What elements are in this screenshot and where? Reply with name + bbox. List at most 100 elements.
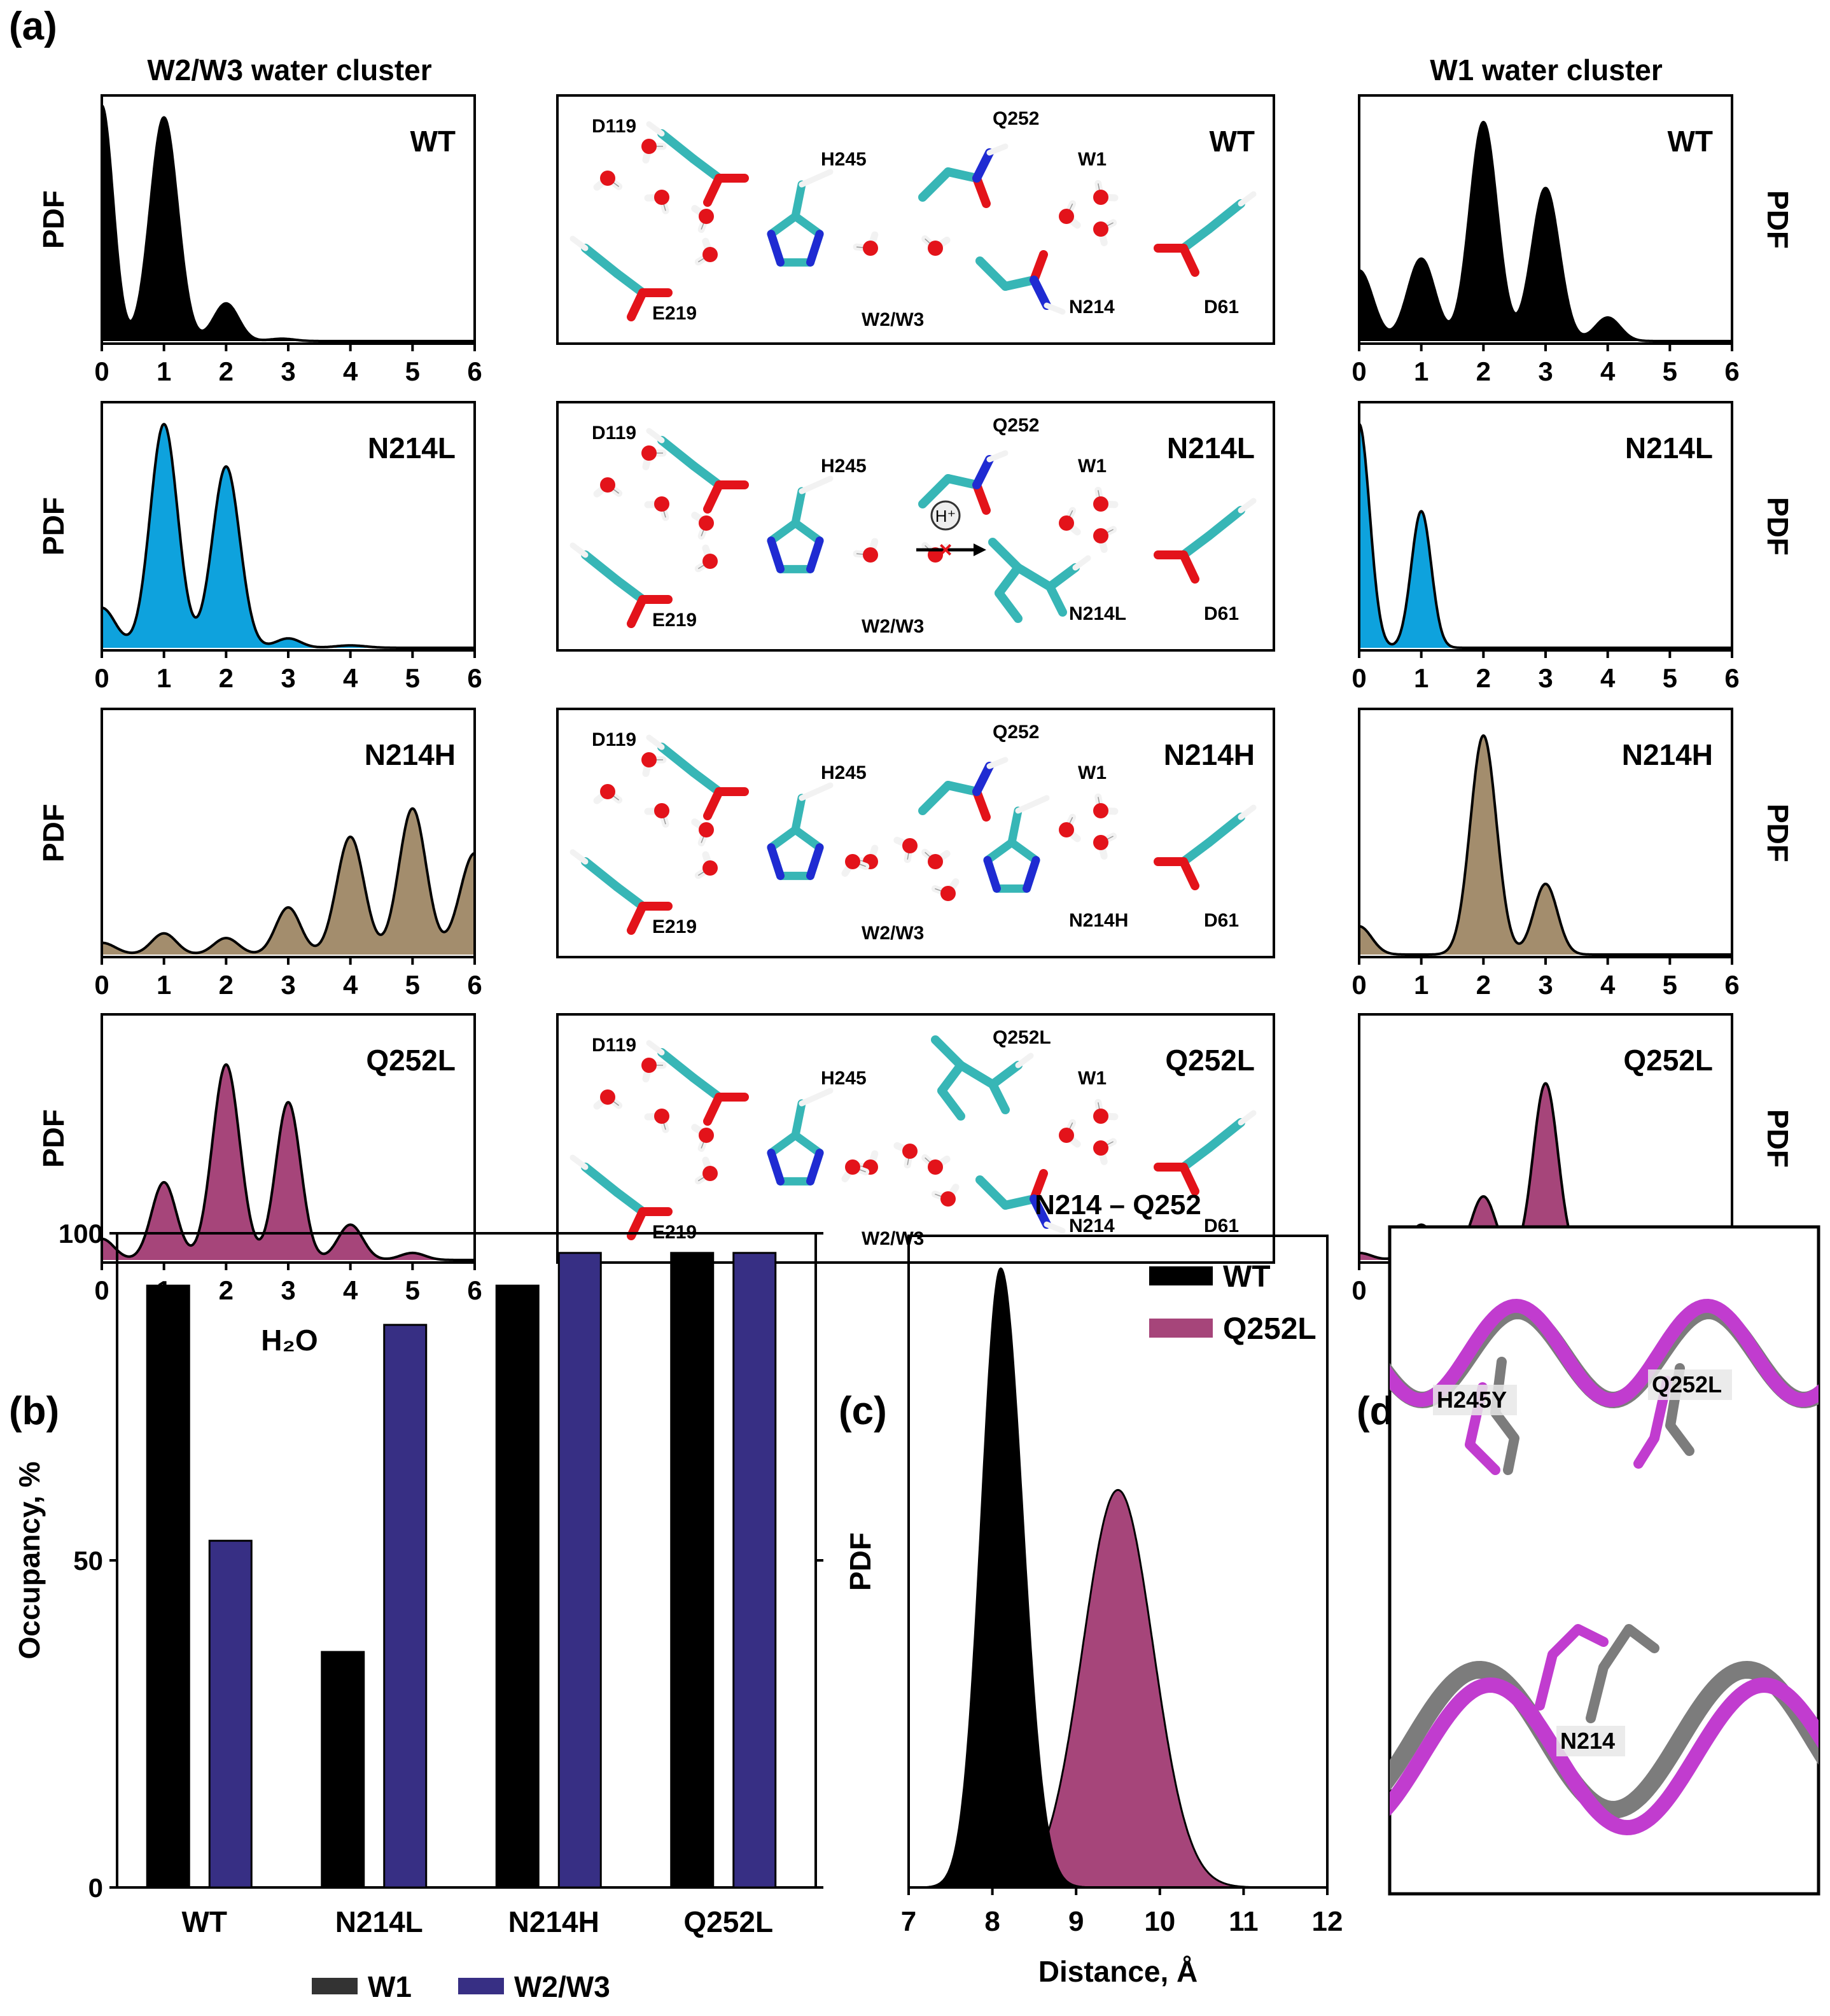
water-oxygen: [641, 139, 657, 154]
bond: [972, 148, 994, 183]
x-tick-label: 4: [343, 356, 358, 386]
x-tick-label: 3: [281, 356, 295, 386]
bond: [799, 169, 834, 188]
water-oxygen: [845, 1159, 860, 1175]
bond: [1030, 276, 1051, 310]
bond: [767, 230, 785, 267]
bond: [791, 1131, 824, 1158]
bond: [1007, 806, 1023, 847]
chart-title: N214 – Q252: [1035, 1189, 1201, 1221]
pdf-line-N214H: [1359, 734, 1732, 956]
label-D61: D61: [1204, 910, 1239, 931]
bond: [799, 475, 834, 494]
x-tick-label: 2: [219, 1275, 234, 1305]
bond: [646, 1040, 665, 1056]
variant-label: N214L: [1625, 431, 1713, 465]
bond: [689, 155, 723, 183]
x-tick-label: 3: [281, 663, 295, 693]
y-tick-label: 0: [88, 1873, 103, 1903]
bar-W1-Q252L: [670, 1252, 715, 1889]
bond: [767, 1131, 800, 1158]
bar-W1-N214L: [321, 1651, 365, 1889]
structure-variant-label: N214L: [1167, 431, 1255, 465]
panel-label-b: (b): [9, 1389, 59, 1433]
water-oxygen: [863, 241, 878, 256]
pdf-line-WT: [1359, 120, 1732, 342]
label-W2W3: W2/W3: [862, 616, 924, 637]
water-oxygen: [702, 554, 718, 569]
water-oxygen: [1059, 515, 1074, 531]
bond: [1179, 244, 1199, 277]
bond: [1205, 813, 1245, 847]
water-oxygen: [600, 784, 615, 799]
y-axis-label-left: PDF: [37, 804, 70, 862]
water-oxygen: [1093, 221, 1108, 237]
x-tick-label: 0: [1352, 1275, 1366, 1305]
x-tick-label: 0: [94, 356, 109, 386]
bond: [569, 235, 589, 251]
water-oxygen: [1059, 1128, 1074, 1143]
x-tick-label: 6: [467, 663, 482, 693]
bond: [972, 480, 991, 515]
legend-swatch-W2/W3: [458, 1978, 504, 1994]
residue-label: Q252L: [1652, 1371, 1722, 1397]
bond: [1023, 856, 1040, 893]
x-tick-label: 1: [1414, 663, 1428, 693]
legend-label: Q252L: [1223, 1312, 1317, 1346]
x-tick-label: 5: [405, 970, 420, 1000]
y-axis-label-left: PDF: [37, 1109, 70, 1168]
variant-label: Q252L: [1623, 1044, 1713, 1077]
y-tick-label: 50: [73, 1546, 103, 1576]
bond: [1179, 857, 1199, 890]
bond: [791, 212, 824, 239]
label-background: [1648, 1369, 1732, 1400]
label-background: [1433, 1385, 1517, 1415]
bond: [944, 167, 981, 183]
bond: [975, 256, 1010, 291]
bond: [937, 1086, 965, 1121]
x-axis-label: Distance, Å: [1038, 1955, 1198, 1988]
pdf-area-N214H: [102, 808, 475, 955]
category-label: Q252L: [683, 1905, 773, 1938]
x-tick-label: 1: [157, 970, 171, 1000]
bond: [1015, 795, 1050, 814]
water-oxygen: [902, 1144, 918, 1159]
water-oxygen: [699, 209, 714, 224]
bond: [806, 536, 824, 573]
water-oxygen: [1093, 1109, 1108, 1124]
label-background: [1556, 1726, 1625, 1756]
bond: [988, 538, 1023, 572]
water-oxygen: [654, 803, 669, 818]
category-label: N214H: [508, 1905, 599, 1938]
pdf-chart-left-Q252L: 0123456Q252L: [94, 1013, 482, 1305]
bond: [627, 1207, 647, 1240]
water-oxygen: [1093, 1140, 1108, 1156]
bond: [791, 487, 806, 528]
residue-label: N214: [1560, 1728, 1615, 1754]
bond: [646, 428, 665, 444]
bond: [1045, 582, 1067, 617]
x-tick-label: 6: [1724, 663, 1739, 693]
water-oxygen: [902, 838, 918, 853]
water-oxygen: [845, 854, 860, 869]
x-tick-label: 2: [1476, 663, 1491, 693]
bond: [703, 174, 723, 207]
structure-panel-N214H: D119 H245 Q252 W1 E219 W2/W3 N214H D61 N214H: [556, 708, 1275, 958]
bond: [657, 1048, 698, 1082]
water-oxygen: [641, 1058, 657, 1073]
bond: [931, 1035, 965, 1070]
bond: [767, 825, 800, 852]
x-tick-label: 3: [1538, 663, 1553, 693]
variant-label: N214L: [368, 431, 456, 465]
panel-label-c: (c): [839, 1389, 887, 1433]
pdf-line-N214H: [102, 807, 475, 955]
blocked-cross-icon: ×: [939, 536, 952, 563]
bond: [1030, 1169, 1048, 1203]
x-tick-label: 11: [1229, 1906, 1259, 1937]
bond: [613, 269, 647, 297]
arrow-head-icon: [974, 543, 986, 556]
bond: [627, 595, 647, 628]
bond: [986, 757, 1009, 769]
water-oxygen: [654, 496, 669, 512]
pdf-chart-left-N214L: 0 1 2 3 4 5 6 N214L: [94, 401, 482, 693]
